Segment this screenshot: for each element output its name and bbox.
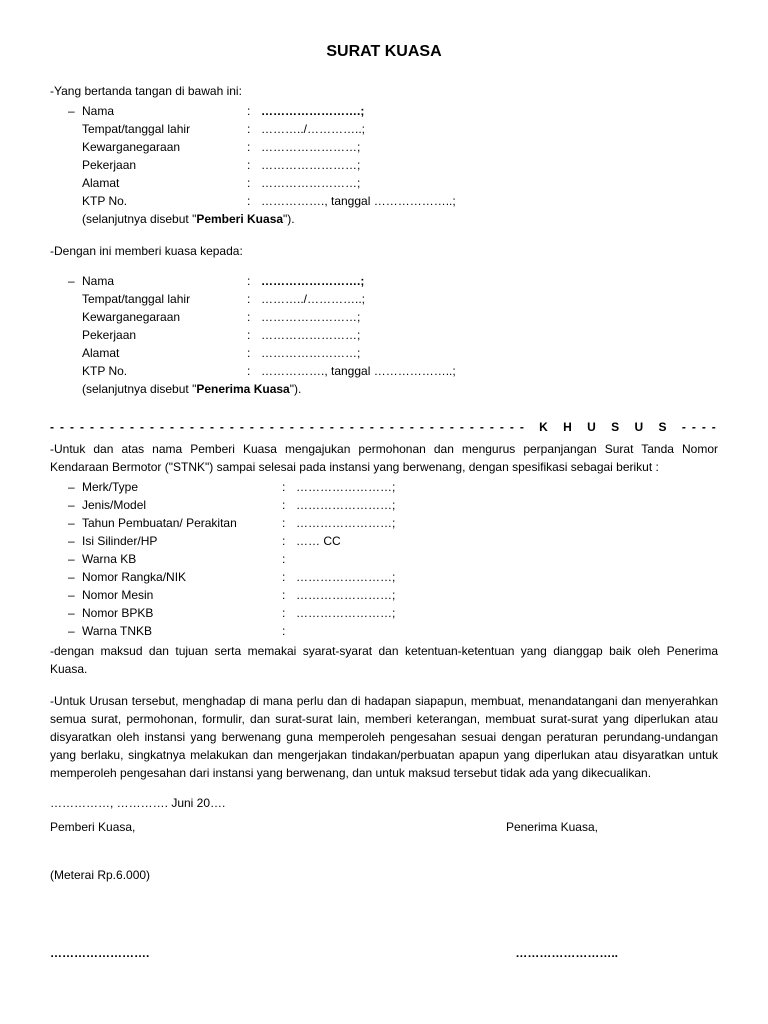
party2-closing: (selanjutnya disebut "Penerima Kuasa"). [82, 380, 718, 398]
sig-right-label: Penerima Kuasa, [506, 818, 718, 836]
para2: -Untuk Urusan tersebut, menghadap di man… [50, 692, 718, 782]
meterai: (Meterai Rp.6.000) [50, 866, 718, 884]
spec-row: –Isi Silinder/HP:…… CC [68, 532, 718, 550]
signature-lines: ……………………. …………………….. [50, 944, 718, 962]
intro-line: -Yang bertanda tangan di bawah ini: [50, 82, 718, 100]
party1-block: –Nama:…………………….;Tempat/tanggal lahir:………… [50, 102, 718, 210]
spec-row: –Merk/Type:……………………; [68, 478, 718, 496]
khusus-intro: -Untuk dan atas nama Pemberi Kuasa menga… [50, 440, 718, 476]
field-row: KTP No.:……………., tanggal ………………..; [68, 362, 718, 380]
spec-row: –Warna KB: [68, 550, 718, 568]
spec-row: –Nomor Rangka/NIK:……………………; [68, 568, 718, 586]
field-row: Kewarganegaraan:……………………; [68, 138, 718, 156]
field-row: Tempat/tanggal lahir:………../…………..; [68, 290, 718, 308]
signature-block: Pemberi Kuasa, Penerima Kuasa, [50, 818, 718, 836]
field-row: Tempat/tanggal lahir:………../…………..; [68, 120, 718, 138]
sig-line-left: ……………………. [50, 944, 149, 962]
sig-left-label: Pemberi Kuasa, [50, 818, 135, 836]
field-row: –Nama:…………………….; [68, 102, 718, 120]
field-row: Alamat:……………………; [68, 174, 718, 192]
field-row: Pekerjaan:……………………; [68, 156, 718, 174]
spec-closing: -dengan maksud dan tujuan serta memakai … [50, 642, 718, 678]
khusus-header: ----------------------------------------… [50, 418, 718, 436]
document-title: SURAT KUASA [50, 40, 718, 64]
party1-closing: (selanjutnya disebut "Pemberi Kuasa"). [82, 210, 718, 228]
field-row: Pekerjaan:……………………; [68, 326, 718, 344]
date-line: ……………, …………. Juni 20…. [50, 794, 718, 812]
field-row: Kewarganegaraan:……………………; [68, 308, 718, 326]
spec-row: –Nomor BPKB:……………………; [68, 604, 718, 622]
spec-row: –Warna TNKB: [68, 622, 718, 640]
party2-block: –Nama:…………………….;Tempat/tanggal lahir:………… [50, 272, 718, 380]
spec-row: –Jenis/Model:……………………; [68, 496, 718, 514]
field-row: –Nama:…………………….; [68, 272, 718, 290]
field-row: KTP No.:……………., tanggal ………………..; [68, 192, 718, 210]
middle-line: -Dengan ini memberi kuasa kepada: [50, 242, 718, 260]
sig-line-right: …………………….. [515, 944, 718, 962]
spec-row: –Nomor Mesin:……………………; [68, 586, 718, 604]
specs-block: –Merk/Type:……………………;–Jenis/Model:…………………… [50, 478, 718, 640]
field-row: Alamat:……………………; [68, 344, 718, 362]
spec-row: –Tahun Pembuatan/ Perakitan:……………………; [68, 514, 718, 532]
